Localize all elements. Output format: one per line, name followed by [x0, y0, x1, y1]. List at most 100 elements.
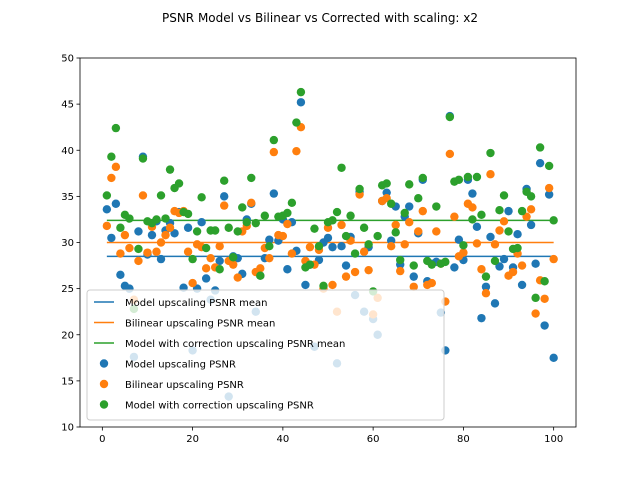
data-point	[328, 280, 337, 290]
data-point	[396, 255, 405, 265]
data-point	[283, 208, 292, 218]
legend-label: Model upscaling PSNR mean	[125, 298, 268, 309]
data-point	[499, 254, 509, 264]
data-point	[224, 223, 233, 232]
data-point	[341, 231, 351, 241]
data-point	[161, 230, 170, 240]
data-point	[147, 230, 157, 240]
data-point	[219, 176, 229, 185]
data-point	[265, 235, 274, 244]
data-point	[269, 147, 279, 157]
data-point	[156, 254, 166, 264]
data-point	[396, 266, 405, 276]
data-point	[229, 253, 238, 262]
data-point	[219, 201, 229, 210]
data-point	[107, 152, 116, 161]
y-tick-label: 15	[61, 376, 74, 387]
data-point	[323, 233, 333, 243]
data-point	[468, 189, 477, 198]
data-point	[450, 263, 459, 272]
data-point	[102, 191, 112, 200]
data-point	[188, 254, 197, 264]
data-point	[107, 173, 116, 183]
data-point	[504, 206, 513, 216]
data-point	[156, 238, 166, 247]
data-point	[450, 212, 459, 221]
data-point	[215, 265, 224, 274]
data-point	[350, 249, 360, 258]
data-point	[229, 260, 238, 269]
data-point	[134, 256, 143, 266]
data-point	[138, 154, 148, 163]
data-point	[165, 165, 175, 174]
data-point	[499, 191, 509, 200]
data-point	[445, 149, 455, 159]
data-point	[319, 281, 328, 291]
data-point	[517, 206, 527, 216]
data-point	[328, 242, 337, 252]
data-point	[405, 218, 414, 227]
data-point	[341, 261, 351, 270]
data-point	[287, 198, 297, 208]
data-point	[490, 299, 500, 308]
data-point	[405, 180, 414, 189]
data-point	[265, 241, 274, 251]
data-point	[481, 282, 491, 291]
data-point	[477, 210, 486, 220]
data-point	[125, 214, 134, 223]
data-point	[391, 228, 400, 237]
data-point	[373, 231, 382, 241]
data-point	[305, 260, 315, 269]
data-point	[490, 256, 500, 266]
data-point	[305, 242, 315, 252]
data-point	[513, 243, 522, 253]
data-point	[499, 217, 509, 226]
data-point	[107, 233, 116, 243]
data-point	[346, 211, 355, 220]
data-point	[116, 249, 125, 258]
data-point	[201, 264, 211, 273]
data-point	[490, 240, 500, 249]
data-point	[292, 146, 301, 156]
data-point	[197, 193, 206, 202]
data-point	[359, 223, 369, 232]
legend-box	[86, 289, 445, 421]
data-point	[251, 218, 260, 228]
data-point	[468, 215, 477, 224]
data-point	[134, 227, 143, 236]
data-point	[441, 257, 450, 267]
data-point	[116, 270, 125, 279]
data-point	[544, 183, 554, 193]
data-point	[364, 240, 373, 249]
data-point	[116, 223, 125, 232]
data-point	[504, 227, 513, 236]
data-point	[495, 226, 504, 235]
data-point	[296, 87, 306, 97]
legend-marker-swatch	[99, 400, 109, 409]
data-point	[400, 240, 409, 249]
data-point	[535, 143, 545, 152]
data-point	[540, 294, 549, 303]
data-point	[432, 227, 441, 236]
data-point	[283, 219, 292, 229]
data-point	[138, 191, 148, 200]
x-tick-label: 100	[544, 434, 563, 445]
data-point	[337, 241, 346, 251]
legend-label: Bilinear upscaling PSNR mean	[125, 319, 275, 330]
data-point	[549, 216, 558, 225]
data-point	[188, 278, 197, 288]
data-point	[152, 247, 161, 256]
data-point	[247, 198, 256, 208]
data-point	[156, 191, 166, 200]
data-point	[161, 214, 170, 223]
data-point	[486, 170, 495, 179]
data-point	[495, 206, 504, 215]
data-point	[337, 163, 346, 172]
data-point	[233, 227, 242, 236]
data-point	[531, 309, 540, 318]
data-point	[386, 199, 396, 208]
data-point	[238, 203, 247, 212]
data-point	[549, 254, 558, 264]
data-point	[459, 241, 468, 250]
data-point	[134, 244, 143, 254]
